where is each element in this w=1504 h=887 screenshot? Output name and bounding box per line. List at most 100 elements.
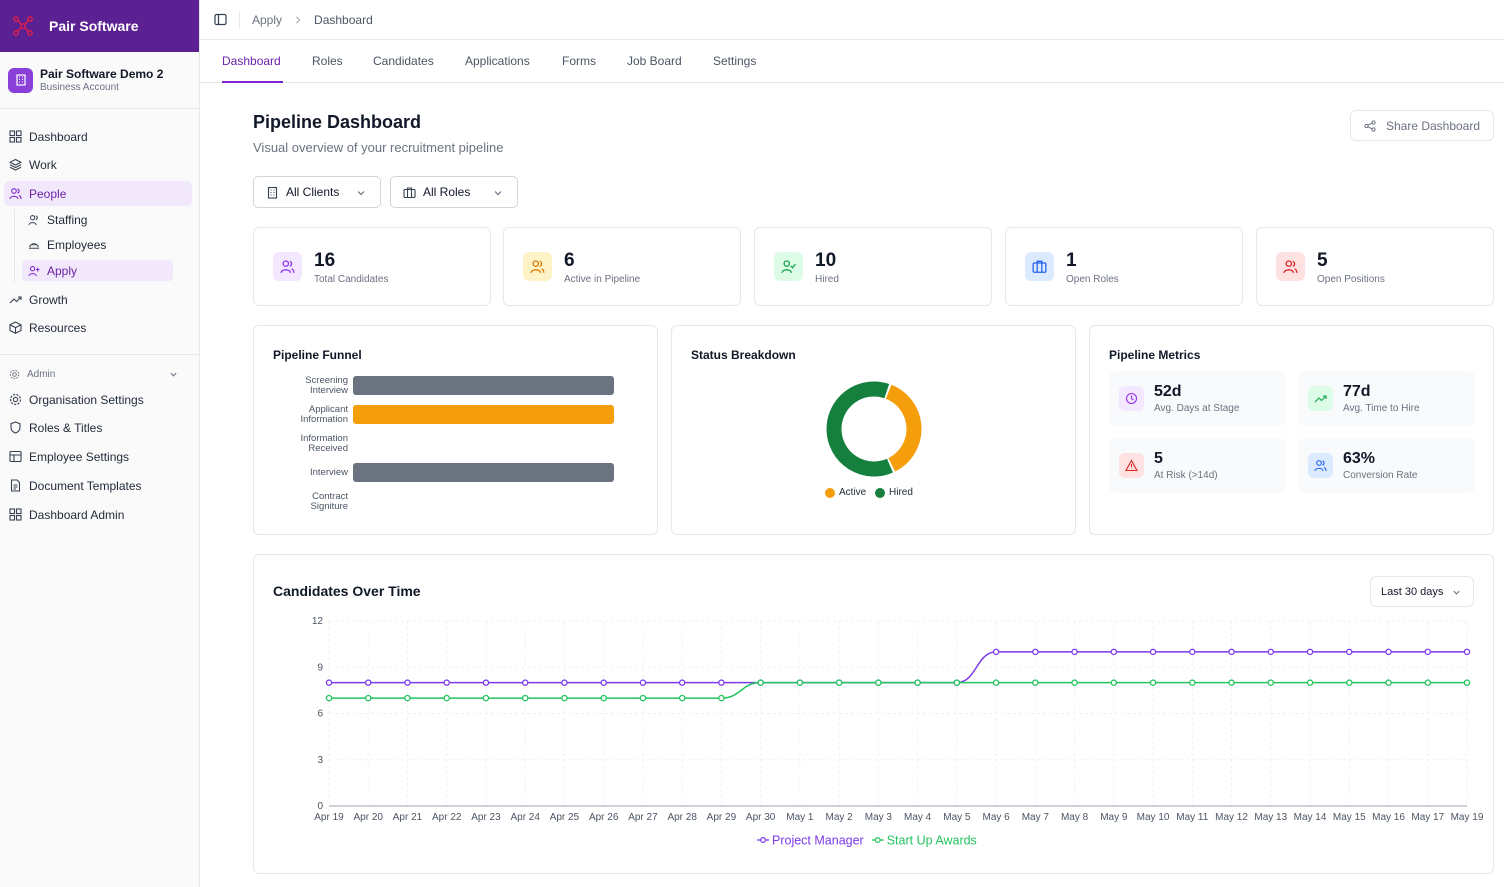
- sidebar-subitem-employees[interactable]: Employees: [22, 234, 173, 255]
- candidates-over-time-panel: 0 3 6 9 12 Apr 19 Apr 20 Apr 21 Apr 22 Apr 23 Apr …: [253, 554, 1494, 874]
- data-point: [1228, 679, 1235, 686]
- building-icon: [8, 67, 33, 93]
- panel-title: Pipeline Funnel: [273, 348, 362, 362]
- x-tick-label: May 9: [1100, 812, 1128, 823]
- tab-settings[interactable]: Settings: [713, 54, 757, 68]
- brand-header[interactable]: Pair Software: [0, 0, 199, 52]
- status-breakdown-panel: Status Breakdown Active Hired: [671, 325, 1076, 535]
- data-point: [1071, 679, 1078, 686]
- grid-icon: [9, 130, 22, 143]
- metric-value: 52d: [1154, 383, 1182, 400]
- stat-value: 1: [1066, 250, 1077, 271]
- x-tick-label: May 5: [943, 812, 971, 823]
- x-tick-label: Apr 26: [589, 812, 619, 823]
- sidebar-item-work[interactable]: Work: [4, 152, 192, 177]
- chevron-right-icon: [294, 13, 302, 27]
- sidebar-item-growth[interactable]: Growth: [4, 287, 192, 312]
- tab-applications[interactable]: Applications: [465, 54, 530, 68]
- breadcrumb-parent[interactable]: Apply: [252, 12, 283, 27]
- tab-bar: Dashboard Roles Candidates Applications …: [200, 40, 1504, 83]
- y-tick-label: 12: [312, 616, 324, 627]
- users-icon: [1308, 453, 1333, 478]
- sidebar-item-label: Roles & Titles: [29, 420, 103, 435]
- stat-label: Open Roles: [1066, 274, 1119, 285]
- clients-filter-select[interactable]: All Clients: [253, 176, 381, 208]
- data-point: [1267, 679, 1275, 686]
- legend-label: Active: [839, 487, 867, 498]
- sidebar-item-dashboard[interactable]: Dashboard: [4, 124, 192, 149]
- metric-value: 5: [1154, 450, 1163, 467]
- x-tick-label: May 12: [1215, 812, 1248, 823]
- data-point: [600, 694, 607, 702]
- sidebar-subitem-apply[interactable]: Apply: [22, 260, 173, 281]
- data-point: [443, 679, 450, 686]
- data-point: [992, 679, 1000, 686]
- roles-filter-select[interactable]: All Roles: [390, 176, 518, 208]
- x-tick-label: May 8: [1061, 812, 1089, 823]
- metric-value: 63%: [1343, 450, 1376, 467]
- sidebar-toggle-icon[interactable]: [214, 13, 227, 26]
- x-tick-label: May 2: [826, 812, 854, 823]
- data-point: [639, 694, 647, 702]
- funnel-stage-label: Information Received: [300, 433, 348, 454]
- sidebar-item-document-templates[interactable]: Document Templates: [4, 473, 192, 498]
- clock-icon: [1119, 386, 1144, 411]
- data-point: [443, 694, 450, 702]
- sidebar-item-dashboard-admin[interactable]: Dashboard Admin: [4, 502, 192, 527]
- x-tick-label: Apr 30: [746, 812, 776, 823]
- tab-forms[interactable]: Forms: [562, 54, 596, 68]
- x-tick-label: Apr 21: [393, 812, 423, 823]
- legend-label: Start Up Awards: [887, 834, 977, 848]
- funnel-stage-label: Applicant Information: [300, 404, 348, 425]
- legend-marker: [874, 837, 881, 844]
- sidebar-item-employee-settings[interactable]: Employee Settings: [4, 444, 192, 469]
- top-bar: Apply Dashboard: [200, 0, 1504, 40]
- sidebar-item-people[interactable]: People: [4, 181, 192, 206]
- account-switcher[interactable]: Pair Software Demo 2 Business Account: [0, 52, 199, 109]
- data-point: [1071, 648, 1078, 656]
- logo-icon: [13, 16, 33, 36]
- x-tick-label: Apr 25: [550, 812, 580, 823]
- data-point: [404, 679, 411, 686]
- sidebar-item-roles-titles[interactable]: Roles & Titles: [4, 415, 192, 440]
- x-tick-label: May 16: [1372, 812, 1405, 823]
- account-type: Business Account: [40, 82, 119, 93]
- stat-label: Hired: [815, 274, 839, 285]
- stat-label: Active in Pipeline: [564, 274, 641, 285]
- data-point: [718, 694, 725, 702]
- data-point: [1149, 648, 1157, 656]
- package-icon: [9, 321, 22, 334]
- admin-section-toggle[interactable]: Admin: [9, 366, 189, 382]
- date-range-select[interactable]: Last 30 days: [1370, 576, 1474, 607]
- sidebar-item-resources[interactable]: Resources: [4, 315, 192, 340]
- sidebar-item-organisation-settings[interactable]: Organisation Settings: [4, 387, 192, 412]
- account-name: Pair Software Demo 2: [40, 67, 164, 81]
- gear-icon: [9, 369, 20, 379]
- users-icon: [28, 214, 38, 225]
- metric-avg-time-to-hire: 77d Avg. Time to Hire: [1298, 371, 1475, 426]
- tab-dashboard[interactable]: Dashboard: [222, 54, 283, 83]
- users-icon: [9, 188, 22, 200]
- stat-card-hired: 10 Hired: [754, 227, 992, 306]
- panel-title: Pipeline Metrics: [1109, 348, 1201, 362]
- sidebar-item-label: People: [29, 186, 67, 201]
- layers-icon: [9, 158, 22, 171]
- x-tick-label: Apr 22: [432, 812, 462, 823]
- x-tick-label: Apr 23: [471, 812, 501, 823]
- share-icon: [1364, 119, 1376, 132]
- metric-at-risk: 5 At Risk (>14d): [1109, 438, 1286, 493]
- metric-label: Conversion Rate: [1343, 470, 1418, 481]
- submenu-guide-line: [14, 209, 15, 282]
- share-dashboard-button[interactable]: Share Dashboard: [1350, 110, 1494, 141]
- sidebar-subitem-staffing[interactable]: Staffing: [22, 209, 173, 230]
- tab-job-board[interactable]: Job Board: [627, 54, 682, 68]
- sidebar-subitem-label: Apply: [47, 263, 78, 278]
- tab-candidates[interactable]: Candidates: [373, 54, 434, 68]
- pipeline-funnel-panel: Pipeline Funnel Screening Interview Applic…: [253, 325, 658, 535]
- legend-label: Project Manager: [772, 834, 864, 848]
- funnel-stage-label: Contract Signiture: [310, 491, 349, 512]
- y-tick-label: 3: [317, 755, 323, 766]
- sidebar-item-label: Work: [29, 157, 57, 172]
- layout-icon: [9, 450, 22, 463]
- tab-roles[interactable]: Roles: [312, 54, 343, 68]
